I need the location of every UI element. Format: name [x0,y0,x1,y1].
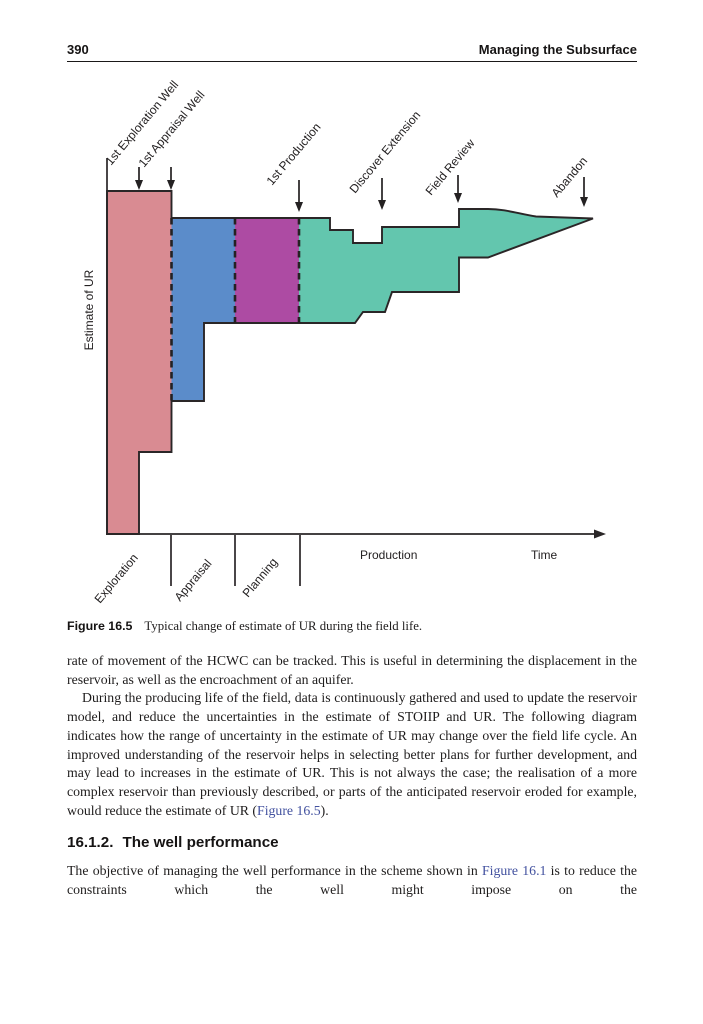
figure-caption-label: Figure 16.5 [67,619,133,633]
figure-16-1-link[interactable]: Figure 16.1 [482,863,547,879]
event-arrow-1st-appraisal-well [167,167,175,190]
paragraph-3: The objective of managing the well perfo… [67,862,637,899]
header-rule [67,61,637,62]
paragraph-2: During the producing life of the field, … [67,689,637,820]
phase-label-planning: Planning [240,555,281,600]
section-heading: 16.1.2. The well performance [67,834,637,853]
paragraph-2-after: ). [320,802,329,818]
event-label-discover-extension: Discover Extension [347,108,424,196]
y-axis-label: Estimate of UR [82,269,96,350]
body-text: rate of movement of the HCWC can be trac… [67,652,637,899]
event-label-1st-appraisal-well: 1st Appraisal Well [136,88,208,170]
figure-caption-text: Typical change of estimate of UR during … [144,619,423,633]
ur-estimate-diagram: 1st Exploration Well 1st Appraisal Well … [82,78,606,606]
exploration-band [107,191,172,534]
section-title: The well performance [122,834,279,852]
event-label-field-review: Field Review [423,136,478,198]
page-header: 390 Managing the Subsurface [67,42,637,57]
planning-band [235,218,299,323]
running-head: Managing the Subsurface [478,42,637,57]
x-axis-arrowhead [594,529,606,539]
figure-caption: Figure 16.5 Typical change of estimate of… [67,619,637,634]
appraisal-band [171,218,235,401]
production-band [299,209,593,323]
paragraph-2-text: During the producing life of the field, … [67,690,637,818]
event-arrow-abandon [580,177,588,207]
uncertainty-envelope-outline [106,190,594,535]
event-arrow-discover-extension [378,178,386,210]
phase-label-production: Production [360,548,417,562]
phase-label-appraisal: Appraisal [172,557,215,604]
paragraph-3-after: is to reduce the constraints which the w… [67,863,637,897]
page-number: 390 [67,42,89,57]
event-label-1st-production: 1st Production [264,120,324,188]
event-arrow-field-review [454,175,462,203]
paragraph-3-text: The objective of managing the well perfo… [67,863,482,879]
x-axis-label: Time [531,548,558,562]
paragraph-1: rate of movement of the HCWC can be trac… [67,653,637,687]
phase-label-exploration: Exploration [92,551,141,606]
figure-16-5-link[interactable]: Figure 16.5 [257,802,321,818]
event-arrow-1st-exploration-well [135,167,143,190]
section-number: 16.1.2. [67,834,114,852]
event-arrow-1st-production [295,180,303,212]
